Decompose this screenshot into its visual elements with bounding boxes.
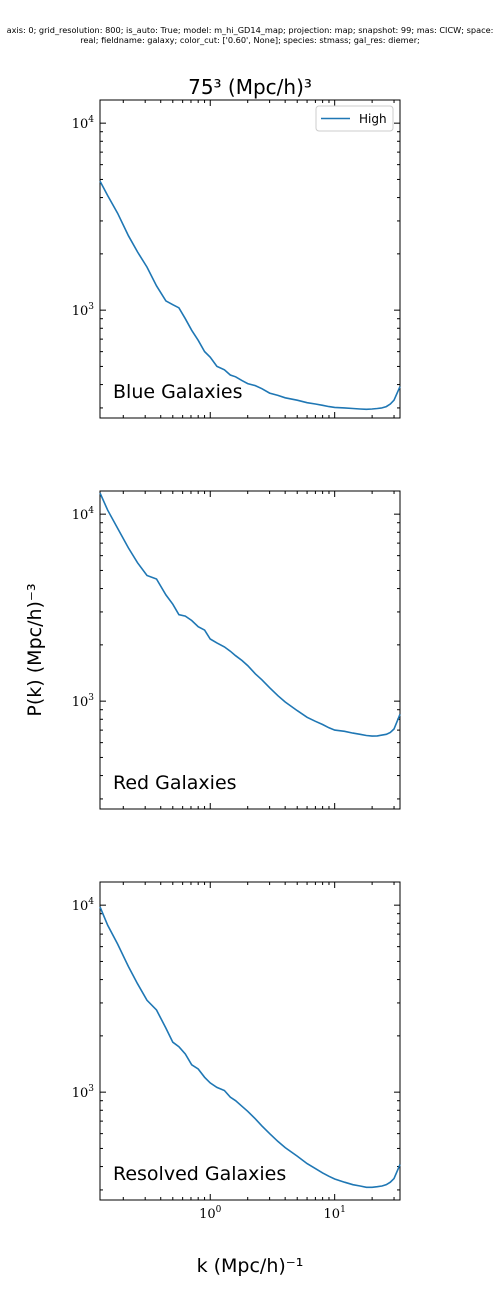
panel-blue-galaxies: 104 103 Blue Galaxies High [72, 99, 401, 419]
tick-labels: 104 103 100 101 [72, 897, 346, 1222]
figure-title: 75³ (Mpc/h)³ [188, 75, 312, 99]
x-axis-label: k (Mpc/h)⁻¹ [197, 1255, 304, 1277]
panel-label: Resolved Galaxies [113, 1163, 286, 1185]
header-line-2: real; fieldname: galaxy; color_cut: ['0.… [80, 35, 420, 45]
plot-area [99, 881, 401, 1201]
tick-marks [100, 100, 400, 418]
plot-area [99, 99, 401, 419]
legend-label: High [359, 112, 387, 126]
x-tick-label: 100 [199, 1205, 222, 1222]
panel-red-galaxies: 104 103 Red Galaxies [72, 490, 401, 810]
plot-area [99, 490, 401, 810]
tick-marks [100, 882, 400, 1200]
legend-box [315, 105, 394, 132]
y-axis-label: P(k) (Mpc/h)⁻³ [24, 583, 46, 716]
power-spectrum-line [99, 180, 401, 411]
power-spectrum-line [99, 492, 401, 737]
panel-resolved-galaxies: 104 103 100 101 Resolved Galaxies [72, 881, 401, 1222]
y-tick-label: 103 [72, 1084, 95, 1101]
y-tick-label: 103 [72, 693, 95, 710]
y-tick-label: 103 [72, 302, 95, 319]
tick-labels: 104 103 [72, 115, 95, 319]
tick-marks [100, 491, 400, 809]
y-tick-label: 104 [72, 506, 95, 523]
header-line-1: axis: 0; grid_resolution: 800; is_auto: … [7, 25, 494, 35]
panel-label: Red Galaxies [113, 772, 237, 794]
legend: High [315, 105, 394, 132]
y-tick-label: 104 [72, 115, 95, 132]
x-tick-label: 101 [324, 1205, 346, 1222]
y-tick-label: 104 [72, 897, 95, 914]
power-spectrum-line [99, 906, 401, 1189]
panel-label: Blue Galaxies [113, 381, 242, 403]
tick-labels: 104 103 [72, 506, 95, 710]
